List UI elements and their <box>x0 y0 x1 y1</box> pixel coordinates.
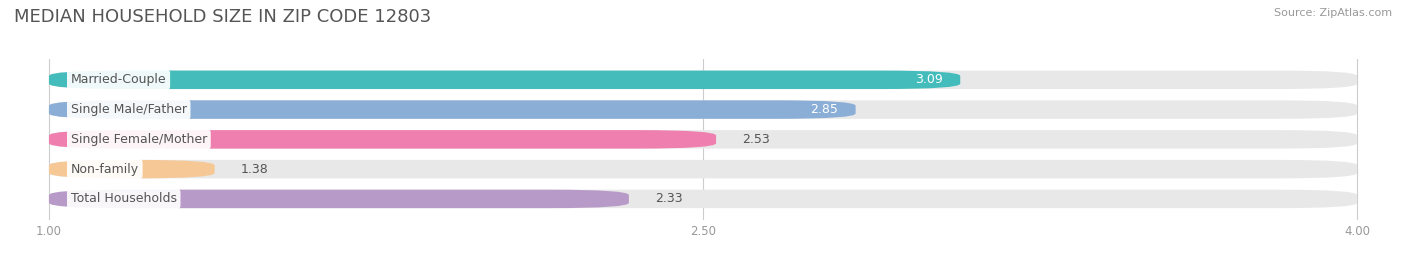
Text: Total Households: Total Households <box>70 192 177 205</box>
Text: 2.33: 2.33 <box>655 192 683 205</box>
FancyBboxPatch shape <box>49 100 856 119</box>
Text: Married-Couple: Married-Couple <box>70 73 166 86</box>
Text: 2.53: 2.53 <box>742 133 770 146</box>
Text: MEDIAN HOUSEHOLD SIZE IN ZIP CODE 12803: MEDIAN HOUSEHOLD SIZE IN ZIP CODE 12803 <box>14 8 432 26</box>
Text: Single Female/Mother: Single Female/Mother <box>70 133 207 146</box>
FancyBboxPatch shape <box>49 70 960 89</box>
FancyBboxPatch shape <box>49 130 1357 148</box>
FancyBboxPatch shape <box>49 190 628 208</box>
Text: 3.09: 3.09 <box>915 73 943 86</box>
FancyBboxPatch shape <box>49 100 1357 119</box>
Text: Source: ZipAtlas.com: Source: ZipAtlas.com <box>1274 8 1392 18</box>
Text: Single Male/Father: Single Male/Father <box>70 103 187 116</box>
FancyBboxPatch shape <box>49 160 215 178</box>
FancyBboxPatch shape <box>49 160 1357 178</box>
FancyBboxPatch shape <box>49 190 1357 208</box>
Text: 2.85: 2.85 <box>810 103 838 116</box>
FancyBboxPatch shape <box>49 130 716 148</box>
Text: Non-family: Non-family <box>70 163 139 176</box>
FancyBboxPatch shape <box>49 70 1357 89</box>
Text: 1.38: 1.38 <box>240 163 269 176</box>
